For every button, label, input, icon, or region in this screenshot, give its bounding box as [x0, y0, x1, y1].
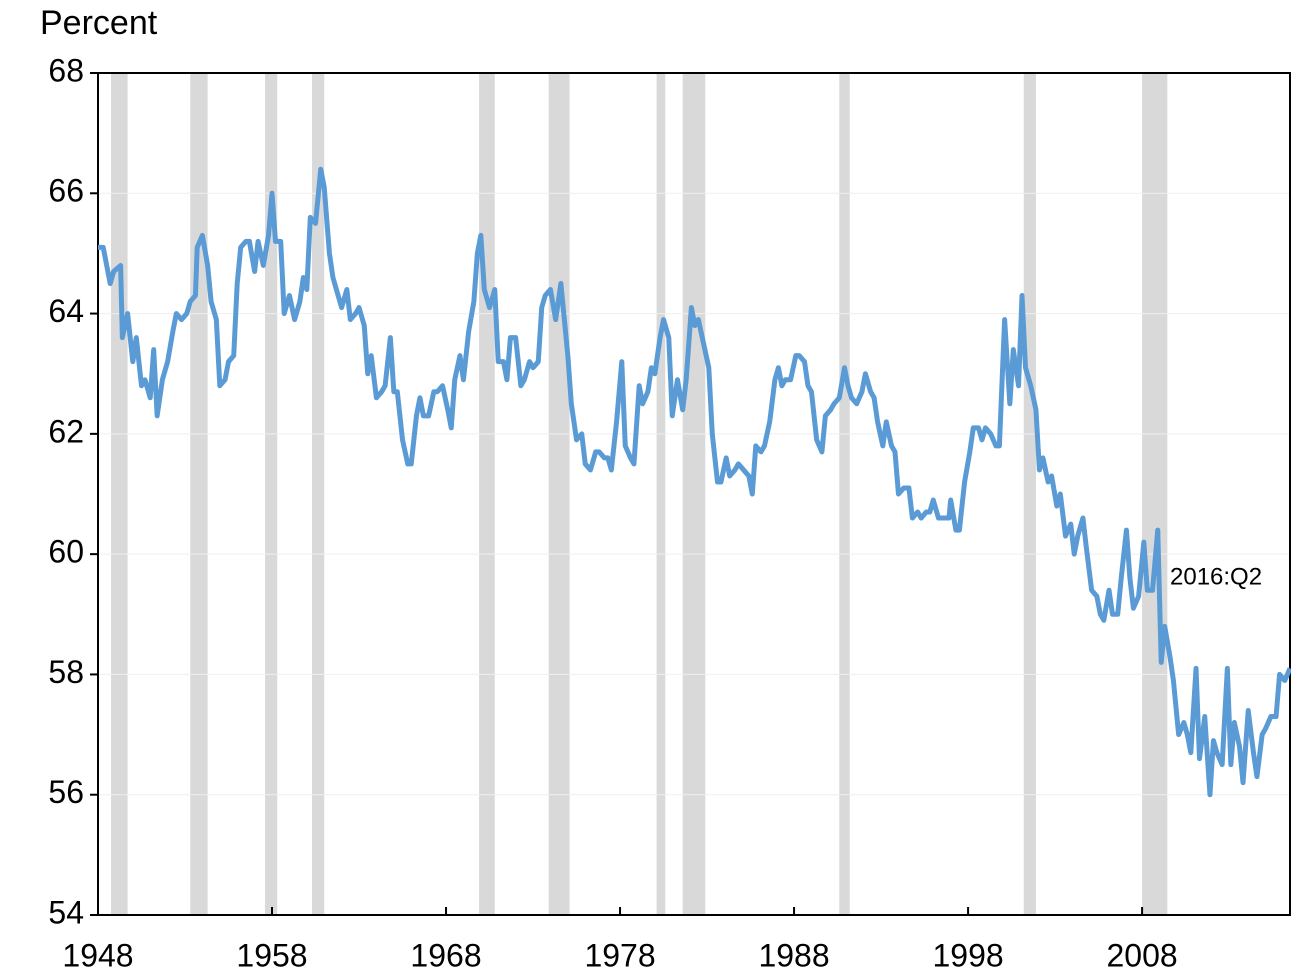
shaded-period [265, 73, 278, 915]
data-line [98, 166, 1291, 798]
y-tick-label: 58 [48, 654, 84, 690]
shaded-period [312, 73, 325, 915]
x-tick-label: 1948 [62, 937, 133, 973]
shaded-period [1142, 73, 1168, 915]
x-tick-label: 1998 [932, 937, 1003, 973]
x-tick-label: 1968 [410, 937, 481, 973]
shaded-period [479, 73, 495, 915]
plot-frame [97, 72, 1291, 916]
y-tick-label: 62 [48, 413, 84, 449]
x-tick-label: 1988 [758, 937, 829, 973]
y-tick-label: 66 [48, 173, 84, 209]
y-tick-label: 64 [48, 293, 84, 329]
annotation: 2016:Q2 [1170, 563, 1262, 590]
shaded-period [190, 73, 208, 915]
y-tick-label: 56 [48, 774, 84, 810]
shaded-period [682, 73, 706, 915]
shaded-period [111, 73, 128, 915]
y-axis-label: Percent [40, 4, 158, 42]
x-tick-label: 1958 [236, 937, 307, 973]
x-tick-label: 2008 [1106, 937, 1177, 973]
shaded-period [548, 73, 570, 915]
y-tick-label: 60 [48, 534, 84, 570]
y-tick-label: 68 [48, 52, 84, 88]
shaded-period [656, 73, 666, 915]
shaded-period [1023, 73, 1036, 915]
x-tick-label: 1978 [584, 937, 655, 973]
shaded-period [839, 73, 850, 915]
y-tick-label: 54 [48, 894, 84, 930]
